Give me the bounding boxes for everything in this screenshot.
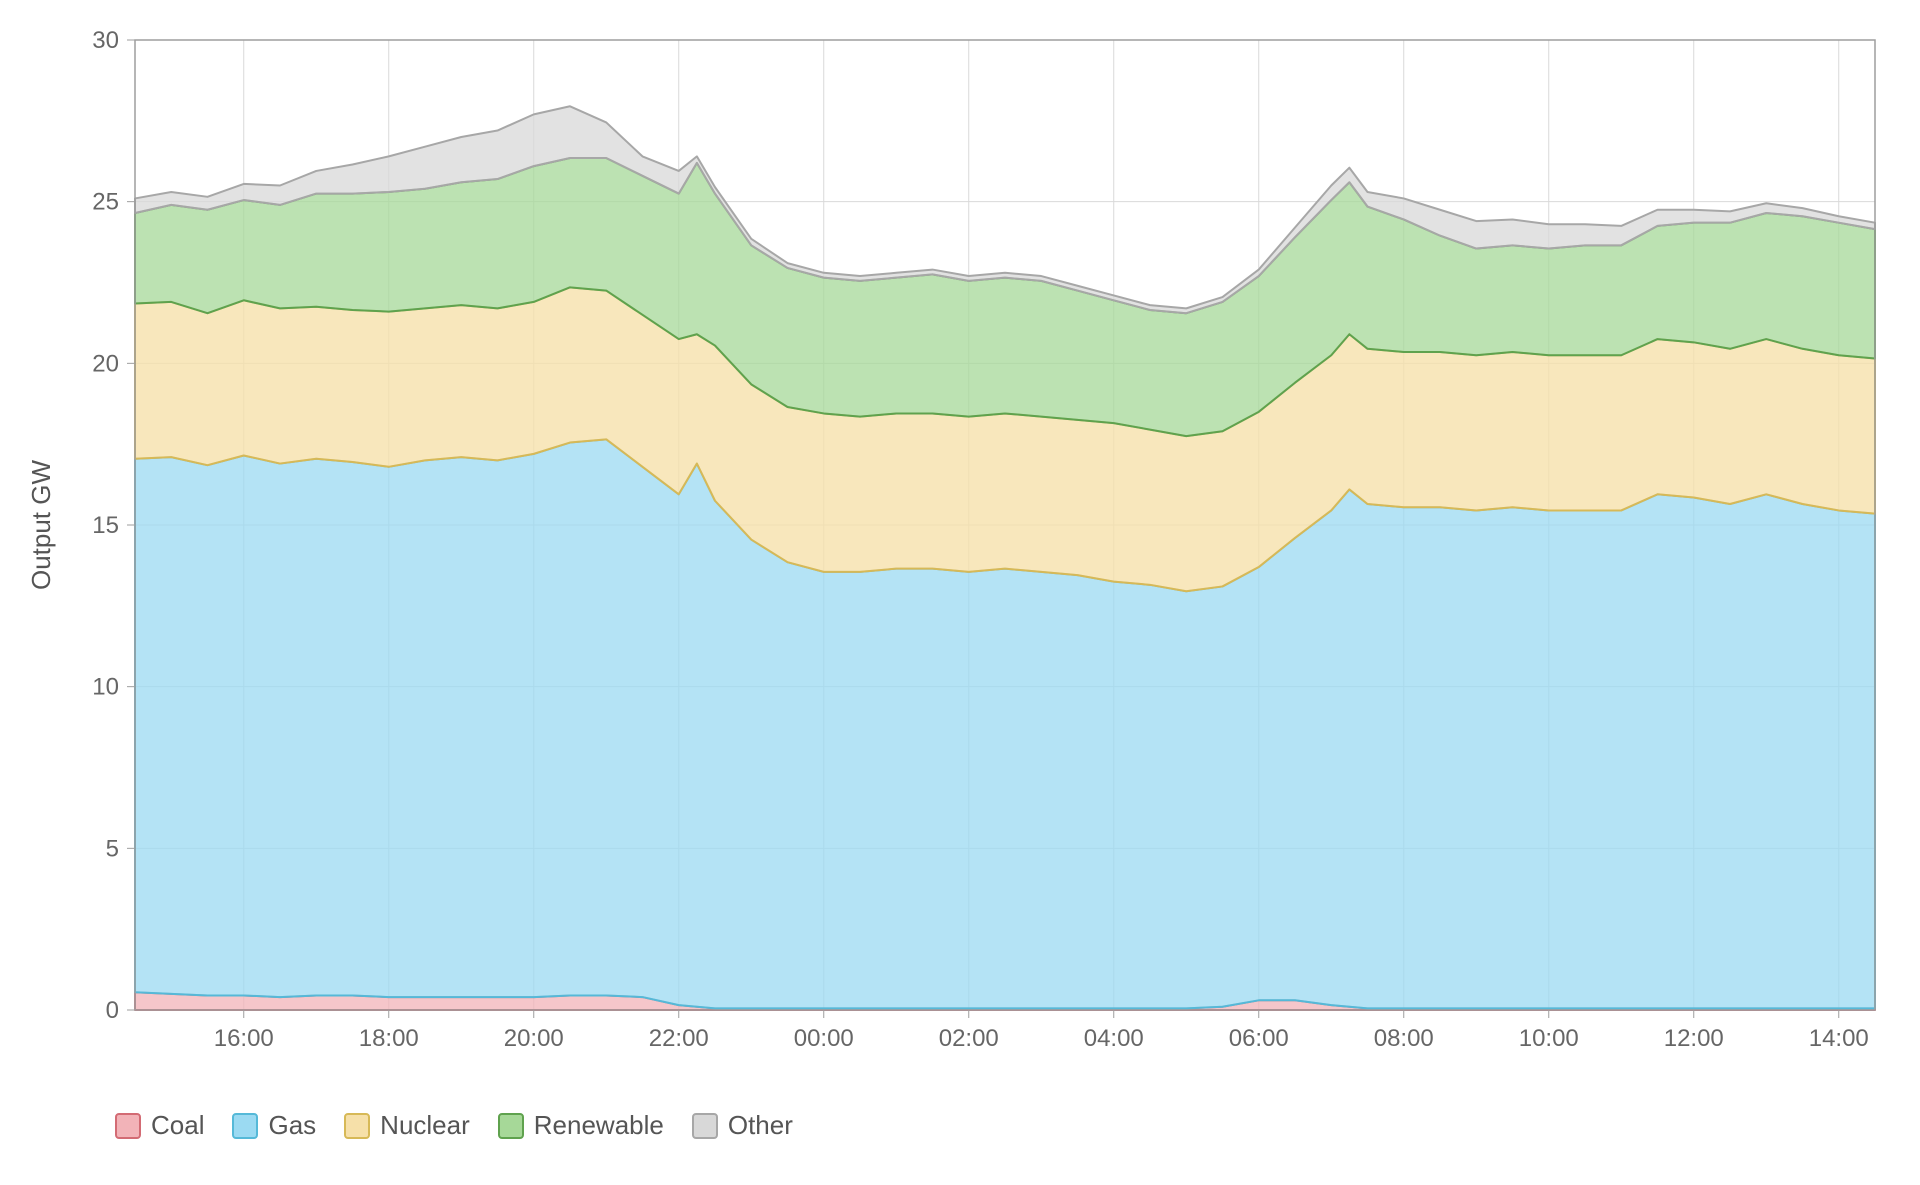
x-tick-label: 18:00 [359,1025,419,1052]
x-tick-label: 22:00 [649,1025,709,1052]
y-tick-label: 5 [106,835,119,862]
legend-swatch-gas [232,1113,258,1139]
y-axis-title: Output GW [26,460,56,590]
x-tick-label: 02:00 [939,1025,999,1052]
x-tick-label: 00:00 [794,1025,854,1052]
legend-swatch-coal [115,1113,141,1139]
x-tick-label: 06:00 [1229,1025,1289,1052]
stacked-areas [135,106,1875,1010]
legend-label: Nuclear [380,1110,470,1141]
legend-swatch-nuclear [344,1113,370,1139]
x-tick-label: 16:00 [214,1025,274,1052]
energy-output-chart: 0 5 10 15 20 25 30 16:00 18:00 20:00 22:00 00:00 02:… [0,0,1920,1185]
legend-label: Gas [268,1110,316,1141]
y-tick-label: 30 [92,27,119,54]
x-tick-label: 20:00 [504,1025,564,1052]
chart-svg: 0 5 10 15 20 25 30 16:00 18:00 20:00 22:00 00:00 02:… [0,0,1920,1185]
x-tick-label: 14:00 [1809,1025,1869,1052]
legend-swatch-other [692,1113,718,1139]
legend-swatch-renewable [498,1113,524,1139]
y-tick-label: 0 [106,997,119,1024]
x-tick-label: 04:00 [1084,1025,1144,1052]
legend-label: Other [728,1110,793,1141]
y-tick-label: 25 [92,189,119,216]
legend-item-other[interactable]: Other [692,1110,793,1141]
legend-item-gas[interactable]: Gas [232,1110,316,1141]
y-tick-label: 20 [92,350,119,377]
legend-label: Coal [151,1110,204,1141]
x-tick-label: 12:00 [1664,1025,1724,1052]
legend-item-nuclear[interactable]: Nuclear [344,1110,470,1141]
y-tick-label: 10 [92,674,119,701]
x-tick-label: 10:00 [1519,1025,1579,1052]
x-tick-label: 08:00 [1374,1025,1434,1052]
legend-label: Renewable [534,1110,664,1141]
chart-legend: Coal Gas Nuclear Renewable Other [115,1110,793,1141]
legend-item-renewable[interactable]: Renewable [498,1110,664,1141]
legend-item-coal[interactable]: Coal [115,1110,204,1141]
y-tick-label: 15 [92,512,119,539]
